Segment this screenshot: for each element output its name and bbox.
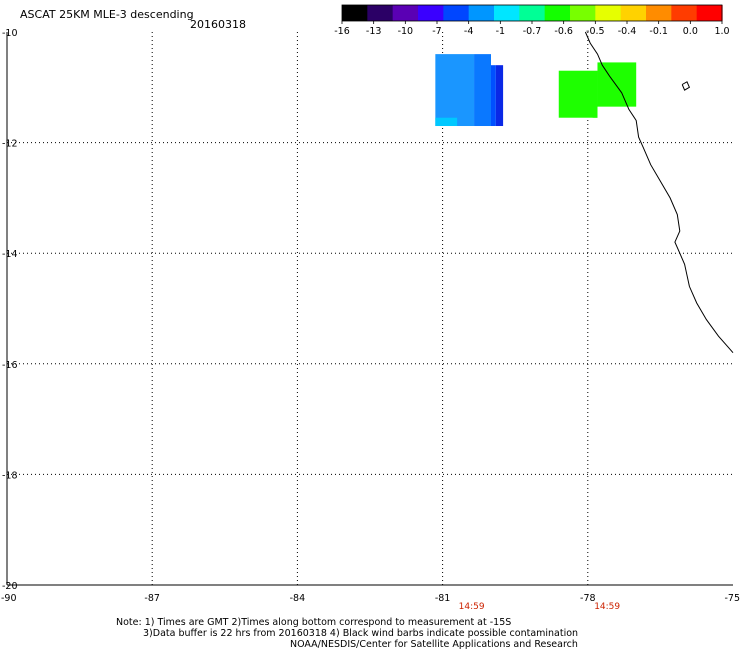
colorbar-segment <box>494 5 520 21</box>
lon-tick-label: -87 <box>144 593 160 604</box>
colorbar-label: -4 <box>464 26 473 37</box>
lat-tick-label: -10 <box>2 28 18 39</box>
map-frame <box>6 32 733 586</box>
note-line-1: Note: 1) Times are GMT 2)Times along bot… <box>116 617 512 628</box>
colorbar-segment <box>468 5 495 21</box>
wind-cell <box>474 54 491 127</box>
colorbar-segment <box>342 5 368 21</box>
colorbar-label: -0.4 <box>618 26 637 37</box>
note-line-2: 3)Data buffer is 22 hrs from 20160318 4)… <box>143 628 579 639</box>
colorbar-segment <box>646 5 672 21</box>
colorbar-label: -10 <box>398 26 414 37</box>
wind-cell <box>592 103 598 118</box>
colorbar-label: -0.1 <box>649 26 668 37</box>
lat-lon-grid <box>7 32 733 585</box>
wind-cells <box>435 54 637 127</box>
colorbar-label: 1.0 <box>714 26 729 37</box>
time-label: 14:59 <box>594 602 620 612</box>
colorbar-label: -0.6 <box>554 26 573 37</box>
colorbar-segment <box>620 5 647 21</box>
colorbar: -16 -13 -10 -7 -4 -1 -0.7 -0.6 -0.5 -0.4 -0.1 0.0 1.… <box>334 4 730 37</box>
wind-cell <box>435 117 458 127</box>
colorbar-segment <box>392 5 419 21</box>
colorbar-label: -0.5 <box>586 26 605 37</box>
island-outline <box>681 81 691 91</box>
wind-cell <box>435 54 475 127</box>
lon-tick-label: -90 <box>1 593 17 604</box>
lon-tick-label: -84 <box>290 593 306 604</box>
lat-tick-label: -12 <box>2 139 18 150</box>
product-date: 20160318 <box>190 18 246 31</box>
lon-tick-label: -81 <box>435 593 451 604</box>
lat-tick-label: -20 <box>2 581 18 592</box>
colorbar-segment <box>696 5 723 21</box>
colorbar-segment <box>443 5 470 21</box>
wind-cell <box>597 62 637 107</box>
lon-tick-label: -75 <box>724 593 740 604</box>
colorbar-segment <box>595 5 622 21</box>
lat-tick-label: -18 <box>2 470 18 481</box>
note-line-3: NOAA/NESDIS/Center for Satellite Applica… <box>290 639 578 650</box>
product-title: ASCAT 25KM MLE-3 descending <box>20 8 194 21</box>
wind-cell <box>491 65 496 127</box>
colorbar-label: -0.7 <box>523 26 542 37</box>
colorbar-segment <box>418 5 444 21</box>
colorbar-label: -7 <box>432 26 441 37</box>
lat-tick-label: -14 <box>2 249 18 260</box>
colorbar-label: 0.0 <box>683 26 698 37</box>
coastline <box>584 31 734 354</box>
colorbar-segment <box>570 5 596 21</box>
lon-tick-label: -78 <box>580 593 596 604</box>
colorbar-label: -13 <box>366 26 382 37</box>
colorbar-segment <box>671 5 698 21</box>
colorbar-segment <box>367 5 394 21</box>
lat-tick-label: -16 <box>2 360 18 371</box>
colorbar-segment <box>544 5 571 21</box>
colorbar-segment <box>519 5 546 21</box>
wind-cell <box>558 70 598 118</box>
colorbar-label: -1 <box>496 26 505 37</box>
coastline-path <box>584 31 734 354</box>
colorbar-label: -16 <box>334 26 350 37</box>
wind-cell <box>495 65 504 127</box>
axis-ticks: -10 -12 -14 -16 -18 -20-90 -87 -84 -81 -78 -75 14:5… <box>1 28 740 612</box>
time-label: 14:59 <box>459 602 485 612</box>
